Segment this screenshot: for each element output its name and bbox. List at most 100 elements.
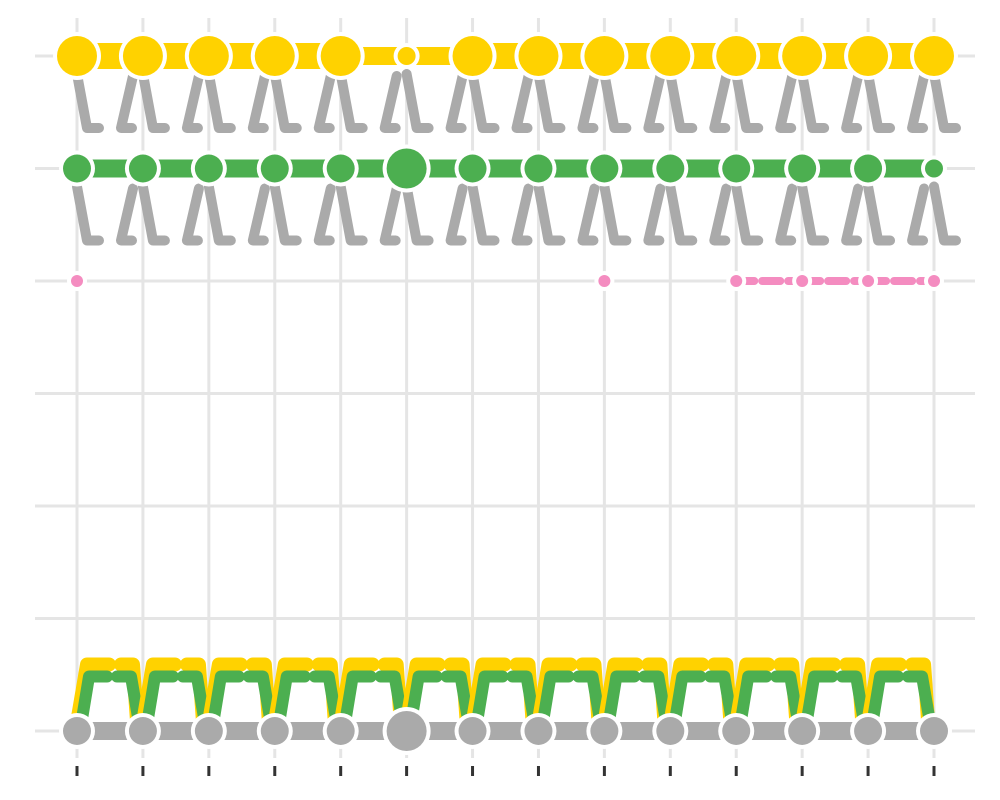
flow-gray-leg (137, 69, 170, 133)
node-gray (920, 717, 948, 745)
node-gray (386, 711, 427, 751)
flow-gray-leg (401, 181, 434, 246)
flow-green-rise (572, 670, 607, 729)
flow-gray-leg (665, 181, 698, 246)
node-gray (194, 717, 223, 745)
flow-green-rise (242, 670, 277, 729)
node-gold (914, 36, 954, 76)
node-green (386, 148, 427, 189)
flow-gray-leg (247, 183, 270, 246)
node-gray (63, 717, 91, 745)
flow-gray-leg (709, 183, 732, 246)
node-green (722, 154, 751, 183)
node-gold (650, 36, 691, 76)
flow-green-rise (734, 670, 773, 731)
flow-gray-leg (247, 71, 270, 133)
flow-green-rise (506, 670, 541, 729)
flow-green-rise (75, 670, 113, 731)
node-gold (397, 47, 416, 65)
flow-gray-leg (511, 71, 534, 133)
node-pink (71, 275, 83, 287)
flow-gray-leg (775, 183, 798, 246)
flow-green-rise (536, 670, 575, 731)
flow-gray-leg (577, 183, 600, 246)
flow-green-rise (836, 670, 871, 729)
flow-gray-leg (929, 181, 961, 246)
node-gold (254, 36, 295, 76)
flow-green-rise (308, 670, 343, 729)
flow-gray-leg (709, 71, 732, 133)
flow-gray-leg (643, 71, 666, 133)
flow-gray-leg (181, 71, 204, 133)
flow-green-rise (374, 670, 409, 729)
flow-gray-leg (511, 183, 534, 246)
flow-gray-leg (72, 181, 104, 246)
node-green (326, 154, 355, 183)
node-gray (128, 717, 157, 745)
node-gray (260, 717, 289, 745)
flow-gray-leg (313, 71, 336, 133)
flow-gray-leg (269, 181, 302, 246)
flow-gray-leg (599, 181, 632, 246)
flow-green-rise (668, 670, 707, 731)
flow-green-rise (470, 670, 509, 731)
node-gold (122, 36, 163, 76)
flow-gray-leg (731, 181, 764, 246)
node-pink (598, 275, 611, 287)
flow-gray-leg (533, 69, 566, 133)
node-green (788, 154, 817, 183)
node-pink (862, 275, 875, 287)
flow-gray-leg (313, 183, 336, 246)
flow-green-rise (704, 670, 739, 729)
flow-green-rise (602, 670, 641, 731)
flow-gray-leg (116, 183, 138, 246)
node-green (524, 154, 553, 183)
node-gray (326, 717, 355, 745)
node-gold (782, 36, 823, 76)
flow-gray-leg (467, 69, 500, 133)
node-green (458, 154, 487, 183)
flow-green-rise (800, 670, 839, 731)
node-gold (452, 36, 493, 76)
node-gray (722, 717, 751, 745)
flow-gray-leg (665, 69, 698, 133)
flow-gray-leg (401, 69, 434, 133)
node-gold (584, 36, 625, 76)
flow-green-rise (272, 670, 311, 731)
flow-green-rise (770, 670, 805, 729)
flow-green-rise (902, 670, 937, 729)
flow-gray-leg (335, 69, 368, 133)
node-gold (188, 36, 229, 76)
node-pink (928, 275, 940, 287)
node-pink (730, 275, 743, 287)
flow-gray-leg (445, 71, 468, 133)
node-gray (656, 717, 685, 745)
flow-green-rise (338, 670, 377, 731)
node-gold (518, 36, 559, 76)
flow-green-rise (176, 670, 211, 729)
node-green (63, 154, 91, 183)
x-axis-ticks (75, 766, 936, 776)
flow-gray-leg (907, 183, 930, 246)
flow-gray-leg (841, 71, 864, 133)
node-gold (716, 36, 757, 76)
flow-green-rise (440, 670, 475, 729)
node-gold (57, 36, 97, 76)
flow-gray-leg (863, 69, 896, 133)
flow-gray-leg (72, 69, 104, 133)
flow-gray-leg (445, 183, 468, 246)
node-green (128, 154, 157, 183)
node-green (656, 154, 685, 183)
flow-green-rise (140, 670, 179, 731)
flow-gray-leg (797, 69, 830, 133)
node-green (925, 159, 943, 178)
flow-gray-leg (116, 71, 138, 133)
flow-gray-leg (731, 69, 764, 133)
flow-gray-leg (643, 183, 666, 246)
flow-gray-leg (203, 69, 236, 133)
flow-gray-leg (841, 183, 864, 246)
node-layer (53, 32, 958, 755)
flow-gray-leg (577, 71, 600, 133)
node-gray (854, 717, 883, 745)
